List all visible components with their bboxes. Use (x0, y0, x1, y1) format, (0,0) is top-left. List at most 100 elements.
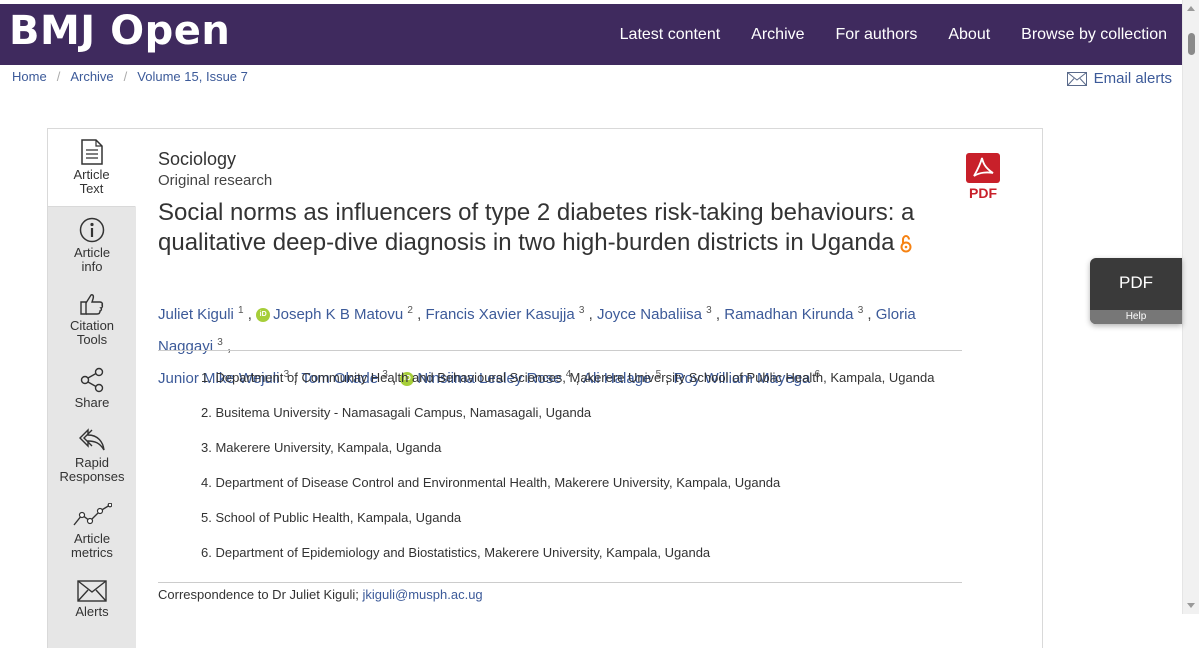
envelope-icon (77, 580, 107, 602)
article-title-text: Social norms as influencers of type 2 di… (158, 199, 915, 256)
affiliation-item: 1. Department of Community Health and Be… (201, 370, 935, 385)
correspondence: Correspondence to Dr Juliet Kiguli; jkig… (158, 587, 483, 602)
correspondence-email-link[interactable]: jkiguli@musph.ac.ug (362, 587, 483, 602)
affiliation-item: 6. Department of Epidemiology and Biosta… (201, 545, 711, 560)
author-link[interactable]: Francis Xavier Kasujja (425, 306, 575, 323)
author-affiliation-ref[interactable]: 5 (655, 369, 662, 380)
floating-pdf-button[interactable]: PDF Help (1090, 258, 1182, 324)
pdf-icon (966, 153, 1000, 183)
breadcrumb-issue[interactable]: Volume 15, Issue 7 (137, 69, 248, 84)
tab-article-text[interactable]: Article Text (48, 129, 136, 207)
nav-browse-by-collection[interactable]: Browse by collection (1021, 25, 1167, 43)
author-affiliation-ref[interactable]: 6 (814, 369, 821, 380)
floating-pdf-label: PDF (1119, 273, 1153, 292)
author-affiliation-ref[interactable]: 3 (217, 337, 223, 348)
author-link[interactable]: Juliet Kiguli (158, 306, 234, 323)
page-scrollbar[interactable] (1182, 0, 1199, 614)
author-item: Ramadhan Kirunda 3 , (724, 305, 876, 323)
correspondence-label: Correspondence to Dr Juliet Kiguli; (158, 587, 359, 602)
author-affiliation-ref[interactable]: 3 (578, 305, 585, 316)
affiliation-item: 4. Department of Disease Control and Env… (201, 475, 781, 490)
article-container: Article Text Article info Citation Tools… (47, 128, 1043, 648)
author-link[interactable]: Ramadhan Kirunda (724, 306, 854, 323)
tab-article-info[interactable]: Article info (48, 217, 136, 274)
tab-alerts[interactable]: Alerts (48, 580, 136, 619)
open-access-icon (900, 234, 912, 253)
tab-label: Tools (76, 332, 108, 347)
author-item: Junior Mike Wejuli 3 , (158, 369, 302, 387)
article-subject[interactable]: Sociology (158, 149, 237, 169)
author-affiliation-ref[interactable]: 3 (283, 369, 290, 380)
tab-label: Article (73, 531, 111, 546)
author-link[interactable]: Junior Mike Wejuli (158, 370, 280, 387)
breadcrumb-archive[interactable]: Archive (70, 69, 114, 84)
article-side-tabs: Article Text Article info Citation Tools… (48, 129, 136, 648)
author-affiliation-ref[interactable]: 2 (407, 305, 413, 316)
author-item: Roy William Mayega 6 (673, 369, 821, 387)
tab-citation-tools[interactable]: Citation Tools (48, 292, 136, 347)
tab-label: Share (74, 395, 110, 410)
pdf-download-link[interactable]: PDF (966, 153, 1000, 201)
author-item: Ali Halage 5 , (583, 369, 674, 387)
main-nav: Latest content Archive For authors About… (620, 4, 1167, 65)
metrics-icon (73, 503, 112, 526)
orcid-icon[interactable]: iD (400, 372, 415, 387)
nav-archive[interactable]: Archive (751, 25, 805, 43)
tab-label: Rapid (75, 455, 109, 470)
author-list: Juliet Kiguli 1 , iD Joseph K B Matovu 2 … (158, 297, 958, 393)
tab-label: Article (73, 167, 110, 182)
article-title: Social norms as influencers of type 2 di… (158, 198, 948, 258)
share-icon (80, 367, 104, 393)
scroll-thumb[interactable] (1188, 33, 1195, 55)
author-link[interactable]: Tom Okade (301, 370, 379, 387)
tab-label: metrics (71, 545, 113, 560)
email-alerts-label: Email alerts (1093, 70, 1172, 87)
tab-label: Text (79, 181, 104, 196)
help-button[interactable]: Help (1090, 310, 1182, 324)
nav-for-authors[interactable]: For authors (835, 25, 918, 43)
scroll-up-icon[interactable] (1187, 6, 1195, 11)
author-link[interactable]: Joseph K B Matovu (273, 306, 404, 323)
breadcrumb-separator: / (56, 69, 61, 84)
nav-about[interactable]: About (948, 25, 991, 43)
thumbs-up-icon (80, 294, 104, 315)
site-logo[interactable]: BMJ Open (9, 8, 231, 54)
tab-label: info (81, 259, 103, 274)
affiliation-list: 1. Department of Community Health and Be… (201, 370, 934, 580)
author-link[interactable]: Ali Halage (583, 370, 652, 387)
pdf-label: PDF (969, 185, 997, 201)
author-item: Joyce Nabaliisa 3 , (596, 305, 725, 323)
author-affiliation-ref[interactable]: 3 (857, 305, 864, 316)
author-link[interactable]: Roy William Mayega (673, 370, 811, 387)
tab-share[interactable]: Share (48, 367, 136, 410)
author-item: iD Ninsiima Lesley Rose 4 , (400, 369, 583, 387)
email-alerts-link[interactable]: Email alerts (1066, 70, 1172, 87)
scroll-down-icon[interactable] (1187, 603, 1195, 608)
author-item: Francis Xavier Kasujja 3 , (425, 305, 597, 323)
author-affiliation-ref[interactable]: 3 (706, 305, 712, 316)
author-affiliation-ref[interactable]: 3 (382, 369, 388, 380)
tab-article-metrics[interactable]: Article metrics (48, 503, 136, 560)
affiliation-item: 5. School of Public Health, Kampala, Uga… (201, 510, 462, 525)
tab-label: Alerts (75, 604, 109, 619)
site-header: BMJ Open Latest content Archive For auth… (0, 4, 1182, 65)
author-item: iD Joseph K B Matovu 2 , (256, 305, 425, 323)
author-item: Juliet Kiguli 1 , (158, 305, 257, 323)
breadcrumb-separator: / (123, 69, 128, 84)
document-icon (80, 139, 103, 165)
author-affiliation-ref[interactable]: 4 (565, 369, 572, 380)
tab-label: Citation (69, 318, 115, 333)
breadcrumb: Home / Archive / Volume 15, Issue 7 (12, 69, 248, 84)
author-link[interactable]: Ninsiima Lesley Rose (417, 370, 562, 387)
author-affiliation-ref[interactable]: 1 (238, 305, 244, 316)
author-link[interactable]: Joyce Nabaliisa (596, 306, 702, 323)
divider (158, 350, 962, 351)
nav-latest-content[interactable]: Latest content (619, 25, 721, 43)
article-type: Original research (158, 172, 273, 189)
affiliation-item: 3. Makerere University, Kampala, Uganda (201, 440, 442, 455)
affiliation-item: 2. Busitema University - Namasagali Camp… (201, 405, 592, 420)
orcid-icon[interactable]: iD (256, 308, 271, 323)
divider (158, 582, 962, 583)
tab-rapid-responses[interactable]: Rapid Responses (48, 427, 136, 484)
breadcrumb-home[interactable]: Home (12, 69, 47, 84)
